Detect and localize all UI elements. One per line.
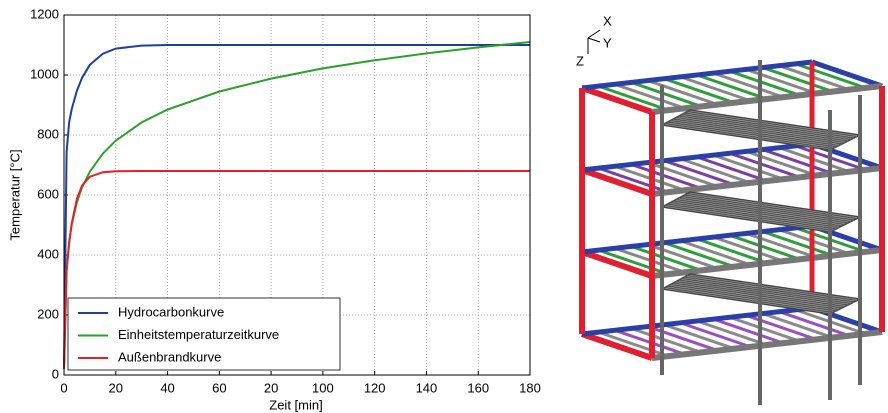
structure-illustration: X Y Z bbox=[576, 13, 882, 405]
axis-arrow bbox=[588, 38, 600, 42]
y-axis-label: Temperatur [°C] bbox=[7, 149, 22, 240]
y-tick-label: 800 bbox=[37, 126, 59, 141]
y-tick-label: 400 bbox=[37, 246, 59, 261]
legend-label: Einheitstemperaturzeitkurve bbox=[118, 327, 279, 342]
edge-beam bbox=[582, 144, 812, 170]
edge-beam bbox=[582, 308, 812, 334]
x-tick-label: 120 bbox=[364, 380, 386, 395]
axis-label: X bbox=[603, 13, 612, 28]
legend: Hydrocarbonkurve Einheitstemperaturzeitku… bbox=[68, 298, 340, 370]
edge-beam bbox=[652, 168, 882, 194]
edge-beam bbox=[652, 332, 882, 358]
x-tick-label: 160 bbox=[467, 380, 489, 395]
x-tick-label: 60 bbox=[212, 380, 226, 395]
x-tick-label: 0 bbox=[60, 380, 67, 395]
y-tick-label: 1000 bbox=[30, 66, 59, 81]
y-tick-label: 200 bbox=[37, 306, 59, 321]
edge-beam bbox=[652, 86, 882, 112]
chart: Zeit [min] Temperatur [°C] 0200400600800… bbox=[7, 6, 540, 412]
y-tick-label: 600 bbox=[37, 186, 59, 201]
y-tick-label: 1200 bbox=[30, 6, 59, 21]
x-tick-label: 20 bbox=[109, 380, 123, 395]
x-tick-label: 180 bbox=[519, 380, 541, 395]
x-axis-label: Zeit [min] bbox=[269, 397, 322, 412]
axis-label: Z bbox=[576, 53, 584, 68]
figure: Zeit [min] Temperatur [°C] 0200400600800… bbox=[0, 0, 888, 413]
x-tick-label: 100 bbox=[312, 380, 334, 395]
edge-beam bbox=[652, 250, 882, 276]
axis-arrow bbox=[588, 30, 600, 38]
edge-beam bbox=[582, 62, 812, 88]
axis-label: Y bbox=[603, 35, 612, 50]
x-tick-label: 20 bbox=[264, 380, 278, 395]
x-tick-label: 140 bbox=[416, 380, 438, 395]
legend-label: Außenbrandkurve bbox=[118, 349, 221, 364]
legend-label: Hydrocarbonkurve bbox=[118, 304, 224, 319]
edge-beam bbox=[582, 226, 812, 252]
y-tick-label: 0 bbox=[52, 366, 59, 381]
x-tick-label: 40 bbox=[160, 380, 174, 395]
